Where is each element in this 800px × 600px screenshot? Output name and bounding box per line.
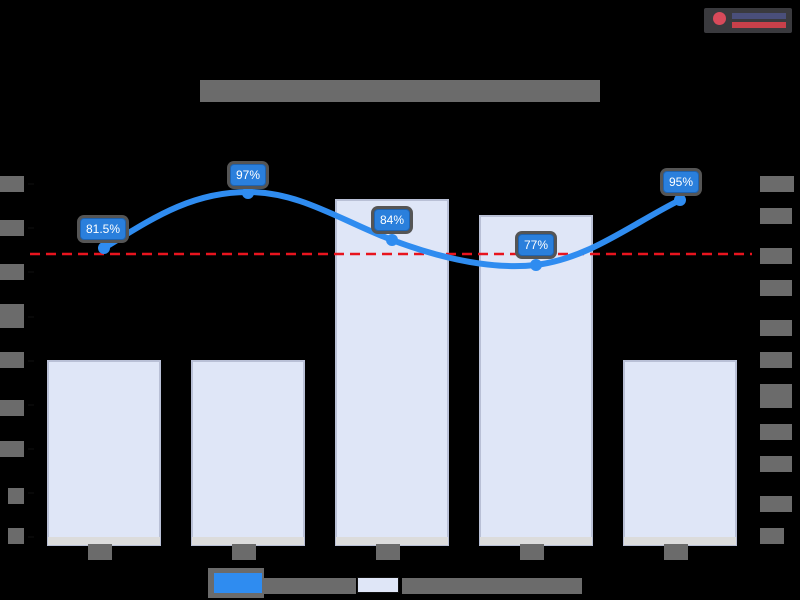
logo-icon — [713, 12, 726, 25]
left-tick-label — [0, 220, 24, 236]
left-tick-label — [0, 441, 24, 457]
left-axis-ticks — [28, 183, 34, 538]
line-markers — [98, 187, 686, 271]
right-tick-label — [760, 456, 792, 472]
right-tick-label — [760, 424, 792, 440]
legend-line-swatch — [214, 573, 262, 593]
data-label: 81.5% — [80, 218, 127, 240]
left-tick-label — [0, 304, 24, 328]
data-label: 84% — [374, 209, 411, 231]
logo-text-top — [732, 13, 786, 19]
bars — [47, 199, 737, 546]
legend-bar-label — [402, 578, 582, 594]
x-tick-label — [376, 544, 400, 560]
right-tick-label — [760, 280, 792, 296]
left-tick-label — [0, 264, 24, 280]
legend-bar-swatch — [357, 577, 399, 593]
right-tick-label — [760, 384, 792, 408]
data-label: 95% — [663, 171, 700, 193]
x-tick-label — [664, 544, 688, 560]
legend — [208, 568, 584, 598]
bar-0 — [47, 360, 161, 546]
left-tick-label — [8, 488, 24, 504]
left-tick-label — [0, 176, 24, 192]
chart-title — [200, 80, 600, 102]
left-tick-label — [0, 400, 24, 416]
data-label: 97% — [230, 164, 267, 186]
right-tick-label — [760, 320, 792, 336]
right-tick-label — [760, 352, 792, 368]
legend-line-label — [264, 578, 356, 594]
x-tick-label — [232, 544, 256, 560]
x-tick-label — [520, 544, 544, 560]
bar-1 — [191, 360, 305, 546]
bar-4 — [623, 360, 737, 546]
x-tick-label — [88, 544, 112, 560]
left-tick-label — [8, 528, 24, 544]
data-label: 77% — [518, 234, 555, 256]
right-tick-label — [760, 208, 792, 224]
right-tick-label — [760, 248, 792, 264]
right-tick-label — [760, 176, 794, 192]
left-tick-label — [0, 352, 24, 368]
logo-text-bottom — [732, 22, 786, 28]
right-tick-label — [760, 528, 784, 544]
brand-logo — [704, 8, 792, 33]
right-tick-label — [760, 496, 792, 512]
